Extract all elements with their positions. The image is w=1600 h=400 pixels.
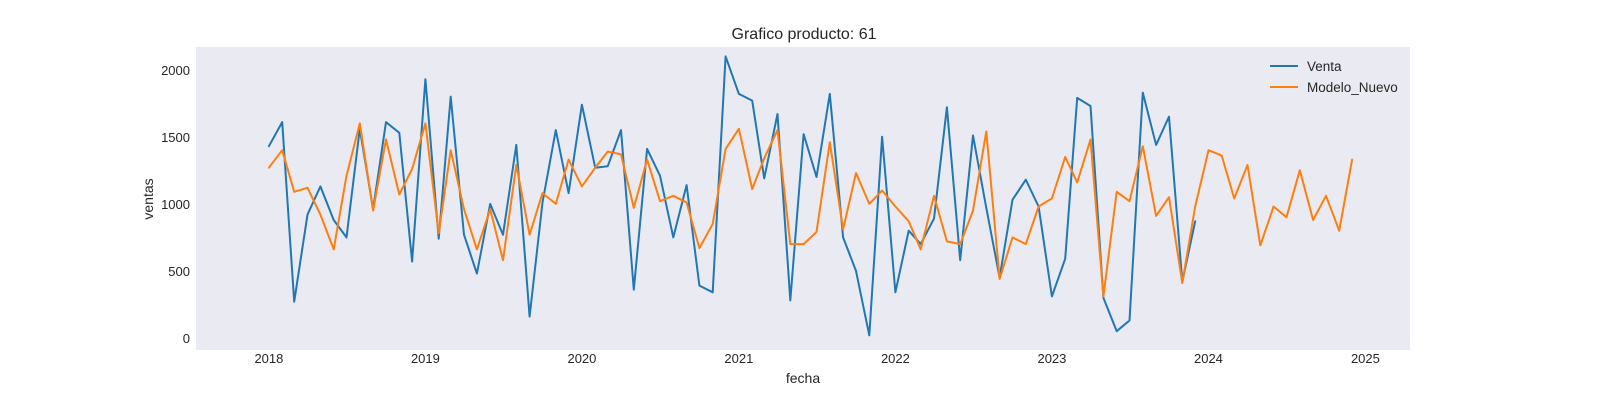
x-tick-label: 2020 [567, 351, 596, 366]
plot-area [196, 47, 1410, 350]
y-tick-label: 1000 [161, 197, 190, 212]
x-tick-label: 2021 [724, 351, 753, 366]
x-tick-label: 2024 [1194, 351, 1223, 366]
legend-label: Modelo_Nuevo [1307, 80, 1398, 95]
x-tick-label: 2022 [881, 351, 910, 366]
x-tick-label: 2019 [411, 351, 440, 366]
y-tick-labels: 0 500 1000 1500 2000 [161, 63, 190, 346]
y-tick-label: 1500 [161, 130, 190, 145]
y-axis-label: ventas [140, 178, 156, 219]
y-tick-label: 500 [168, 264, 190, 279]
x-tick-label: 2018 [254, 351, 283, 366]
series-line-venta [267, 55, 1197, 337]
legend-label: Venta [1307, 59, 1342, 74]
y-tick-label: 2000 [161, 63, 190, 78]
legend: Venta Modelo_Nuevo [1270, 59, 1398, 95]
chart-title: Grafico producto: 61 [732, 26, 877, 43]
series-line-modelo-nuevo [267, 122, 1354, 298]
x-tick-label: 2023 [1037, 351, 1066, 366]
x-axis-label: fecha [786, 370, 820, 386]
y-tick-label: 0 [183, 331, 190, 346]
x-tick-labels: 2018 2019 2020 2021 2022 2023 2024 2025 [254, 351, 1379, 366]
series-layer [267, 55, 1354, 337]
x-tick-label: 2025 [1351, 351, 1380, 366]
